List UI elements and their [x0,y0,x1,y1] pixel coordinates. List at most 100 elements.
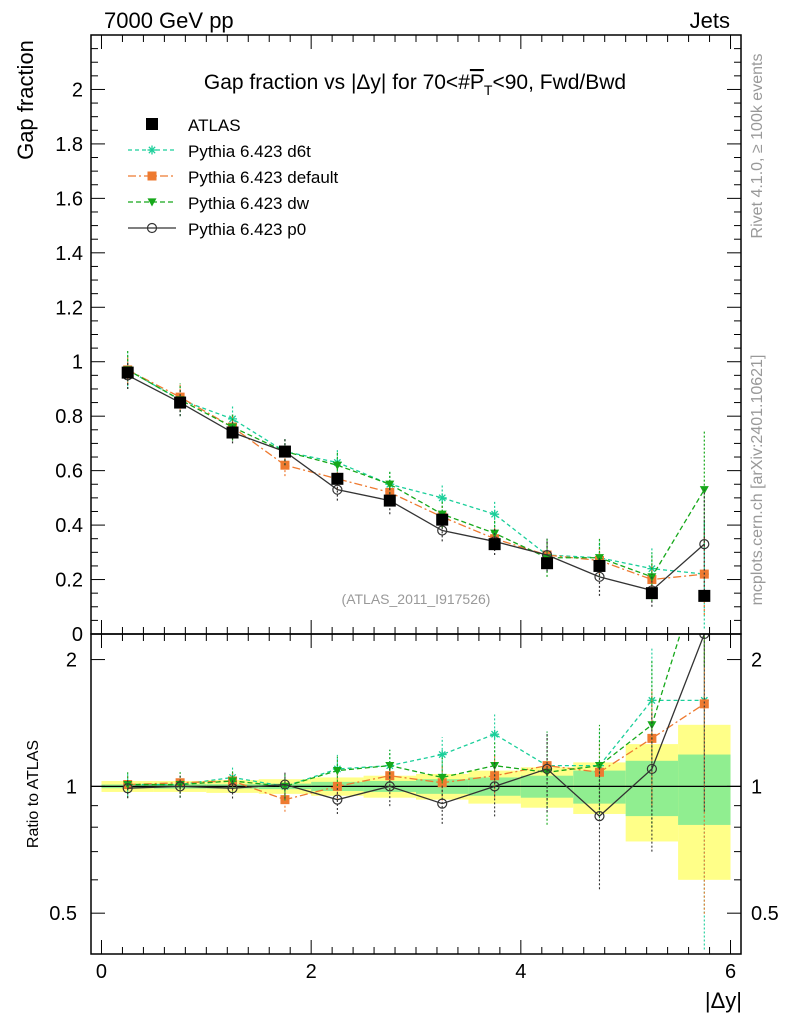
ratio-point-dw-9 [594,762,604,771]
ratio-point-p0-3 [279,779,291,790]
y-tick-label-8: 1.6 [55,188,83,210]
ratio-tick-label-left-1: 1 [66,776,77,798]
ratio-tick-label-right-0: 0.5 [751,903,779,925]
ratio-point-dw-6 [437,773,447,782]
ratio-point-default-5 [385,771,395,781]
ratio-point-default-4 [332,781,342,791]
y-tick-label-7: 1.4 [55,243,83,265]
point-atlas-10 [645,587,658,600]
legend: ATLAS Pythia 6.423 d6t Pythia 6.423 defa… [128,116,339,239]
legend-marker-default [147,171,157,181]
legend-entry-dw [128,198,176,207]
ratio-point-p0-7 [489,781,500,792]
y-axis-label: Gap fraction [13,40,38,160]
point-atlas-11 [698,589,711,602]
analysis-id: (ATLAS_2011_I917526) [342,591,491,607]
header-process: Jets [690,8,730,33]
ratio-point-d6t-6 [437,750,447,760]
y-tick-label-10: 2 [72,79,83,101]
ratio-point-dw-5 [385,762,395,771]
y-tick-label-6: 1.2 [55,297,83,319]
point-atlas-1 [174,396,187,409]
x-tick-label-1: 2 [306,961,317,983]
y-tick-label-3: 0.6 [55,461,83,483]
point-atlas-0 [121,366,134,379]
legend-label-p0: Pythia 6.423 p0 [188,220,306,239]
point-p0-4 [332,484,343,495]
ratio-point-p0-11 [699,634,710,640]
ratio-point-p0-9 [594,811,605,822]
ratio-line-dw [127,634,681,788]
point-atlas-6 [436,513,449,526]
point-atlas-3 [278,445,291,458]
legend-marker-d6t [147,145,157,155]
point-d6t-7 [490,509,500,519]
point-atlas-9 [593,559,606,572]
ratio-plot-area [91,634,741,950]
ratio-point-p0-1 [175,781,186,792]
point-p0-6 [437,525,448,536]
ratio-point-dw-10 [647,721,657,730]
ratio-point-default-11 [699,699,709,709]
series-d6t [123,353,709,629]
ratio-point-p0-2 [227,783,238,794]
chart-title: Gap fraction vs |Δy| for 70<#PT<90, Fwd/… [204,71,626,98]
legend-entry-p0 [128,222,176,234]
x-axis-label: |Δy| [705,988,742,1013]
ratio-point-p0-6 [437,798,448,809]
point-atlas-4 [331,472,344,485]
ratio-point-p0-5 [384,781,395,792]
y-tick-label-4: 0.8 [55,406,83,428]
ratio-point-dw-7 [490,762,500,771]
ratio-tick-label-right-1: 1 [751,776,762,798]
legend-marker-p0 [146,222,158,234]
x-tick-label-3: 6 [725,961,736,983]
point-dw-4 [332,461,342,470]
point-dw-5 [385,480,395,489]
series-line-p0 [127,374,705,592]
ratio-y-axis-label: Ratio to ATLAS [25,740,42,848]
ratio-point-p0-4 [332,794,343,805]
legend-label-atlas: ATLAS [188,116,241,135]
series-line-dw [127,369,705,578]
ratio-point-p0-10 [646,763,657,775]
series-line-default [127,369,705,581]
point-d6t-6 [437,493,447,503]
ratio-tick-label-left-0: 0.5 [49,903,77,925]
ratio-point-p0-0 [122,783,133,794]
series-dw [123,350,709,602]
ratio-tick-label-right-2: 2 [751,650,762,672]
series-p0 [122,361,710,607]
point-p0-9 [594,571,605,582]
ratio-series-default [123,634,709,914]
rivet-label: Rivet 4.1.0, ≥ 100k events [749,54,766,239]
x-tick-label-2: 4 [515,961,526,983]
main-plot-area [121,350,711,629]
legend-label-default: Pythia 6.423 default [188,168,339,187]
ratio-point-default-8 [542,761,552,771]
y-tick-label-5: 1 [72,352,83,374]
axes: 0 0.2 0.4 0.6 0.8 1 1.2 1.4 1.6 1.8 2 0 2 4 6 0.5 0.5 1 1 2… [49,34,779,983]
legend-entry-default [128,171,176,181]
series-atlas [121,366,711,602]
ratio-point-dw-4 [332,767,342,776]
legend-marker-dw [147,198,157,207]
point-atlas-2 [226,426,239,439]
x-tick-label-0: 0 [96,961,107,983]
point-atlas-5 [383,494,396,507]
point-atlas-7 [488,538,501,551]
point-p0-11 [699,539,710,550]
series-default [123,356,709,615]
mcplots-label: mcplots.cern.ch [arXiv:2401.10621] [749,355,766,606]
y-tick-label-9: 1.8 [55,134,83,156]
y-tick-label-0: 0 [72,624,83,646]
header-energy: 7000 GeV pp [104,8,234,33]
y-tick-label-2: 0.4 [55,515,83,537]
ratio-series-p0 [122,634,710,890]
series-line-d6t [127,369,705,575]
legend-entry-d6t [128,145,176,155]
legend-label-d6t: Pythia 6.423 d6t [188,142,311,161]
ratio-tick-label-left-2: 2 [66,650,77,672]
point-atlas-8 [541,557,554,570]
